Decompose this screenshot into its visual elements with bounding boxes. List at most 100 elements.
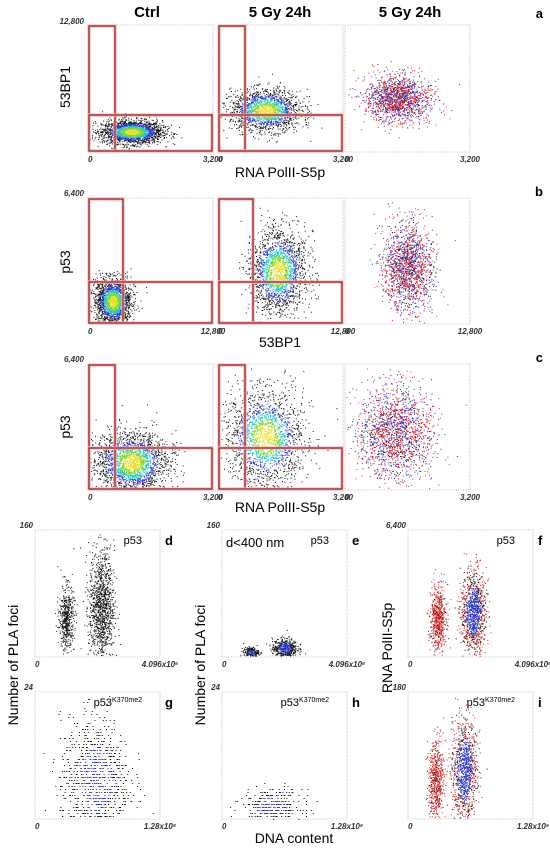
- panel-a-2-point: [287, 112, 288, 113]
- panel-a-2-point: [255, 117, 256, 118]
- panel-a-2-point: [287, 100, 288, 101]
- panel-a-1-point: [152, 132, 153, 133]
- panel-a-1: 0 3,200: [88, 25, 224, 164]
- panel-a-2-point: [242, 132, 243, 133]
- panel-a-2-point: [261, 118, 262, 119]
- panel-a-1-point: [140, 144, 141, 145]
- panel-a-2-point: [297, 104, 298, 105]
- panel-a-1-point: [181, 137, 182, 138]
- panel-a-2-point: [278, 112, 279, 113]
- panel-a-3-point: [373, 105, 374, 106]
- panel-a-2-point: [272, 111, 273, 112]
- panel-a-1-point: [132, 123, 133, 124]
- panel-a-2-point: [307, 108, 308, 109]
- panel-a-1-point: [123, 144, 124, 145]
- panel-a-1-point: [125, 131, 126, 132]
- panel-a-3-point: [400, 87, 401, 88]
- panel-a-2-point: [309, 96, 310, 97]
- panel-a-3-point: [394, 83, 395, 84]
- panel-a-3-point: [410, 92, 411, 93]
- panel-a-1-point: [130, 145, 131, 146]
- panel-a-3-point: [414, 98, 415, 99]
- panel-a-2-point: [264, 107, 265, 108]
- panel-a-3-point: [390, 88, 391, 89]
- panel-a-3-point: [404, 86, 405, 87]
- panel-a-1-point: [152, 139, 153, 140]
- panel-a-2-point: [231, 128, 232, 129]
- panel-a-2-point: [233, 111, 234, 112]
- panel-a-2-point: [280, 102, 281, 103]
- panel-a-2-point: [262, 89, 263, 90]
- panel-a-2-point: [268, 120, 269, 121]
- panel-a-2-point: [289, 117, 290, 118]
- panel-a-2-point: [259, 107, 260, 108]
- panel-a-3-point: [379, 85, 380, 86]
- panel-a-3-point: [396, 77, 397, 78]
- panel-a-1-point: [130, 142, 131, 143]
- panel-a-2-point: [247, 123, 248, 124]
- panel-a-3-point: [374, 111, 375, 112]
- panel-a-3-point: [412, 92, 413, 93]
- panel-a-2-point: [307, 125, 308, 126]
- panel-a-2-point: [270, 94, 271, 95]
- panel-a-3-point: [377, 108, 378, 109]
- panel-a-3-point: [383, 89, 384, 90]
- panel-a-2-point: [295, 123, 296, 124]
- panel-a-1-point: [148, 140, 149, 141]
- panel-a-1-point: [135, 126, 136, 127]
- panel-a-3-point: [405, 114, 406, 115]
- panel-a-1-point: [92, 138, 93, 139]
- panel-a-3-point: [427, 101, 428, 102]
- panel-a-1-point: [119, 130, 120, 131]
- panel-a-2-point: [262, 105, 263, 106]
- panel-a-1-point: [136, 121, 137, 122]
- panel-a-1-point: [133, 145, 134, 146]
- panel-a-1-point: [135, 127, 136, 128]
- panel-a-1-point: [118, 138, 119, 139]
- panel-a-3-point: [392, 114, 393, 115]
- panel-a-2-point: [271, 112, 272, 113]
- panel-a-3-point: [407, 81, 408, 82]
- panel-a-2-point: [258, 94, 259, 95]
- panel-a-2-point: [253, 119, 254, 120]
- panel-a-2-point: [256, 120, 257, 121]
- panel-a-1-point: [137, 134, 138, 135]
- panel-a-2-point: [226, 109, 227, 110]
- panel-a-3-point: [398, 115, 399, 116]
- panel-a-1-point: [140, 140, 141, 141]
- panel-a-1-point: [120, 126, 121, 127]
- panel-a-3-point: [415, 101, 416, 102]
- panel-a-2-point: [311, 105, 312, 106]
- panel-a-1-point: [102, 142, 103, 143]
- panel-a-2-point: [235, 107, 236, 108]
- panel-a-3-point: [370, 105, 371, 106]
- panel-a-3-point: [377, 97, 378, 98]
- panel-a-1-point: [128, 126, 129, 127]
- panel-a-3-point: [431, 99, 432, 100]
- panel-a-3-point: [389, 83, 390, 84]
- panel-a-2-point: [257, 124, 258, 125]
- panel-a-1-point: [109, 136, 110, 137]
- panel-a-3-point: [409, 111, 410, 112]
- panel-a-1-point: [144, 131, 145, 132]
- panel-a-2-point: [231, 100, 232, 101]
- panel-a-2-point: [256, 93, 257, 94]
- panel-a-2-point: [265, 97, 266, 98]
- panel-a-1-point: [130, 124, 131, 125]
- panel-a-1-point: [157, 144, 158, 145]
- panel-a-1-point: [147, 134, 148, 135]
- panel-a-2-point: [268, 106, 269, 107]
- panel-a-2-gate-vertical-glow: [219, 26, 245, 151]
- panel-a-1-point: [123, 136, 124, 137]
- panel-a-3-point: [397, 93, 398, 94]
- panel-a-1-point: [166, 137, 167, 138]
- panel-a-2-point: [279, 90, 280, 91]
- panel-a-3-point: [391, 97, 392, 98]
- panel-a-1-point: [117, 131, 118, 132]
- panel-a-2-point: [256, 112, 257, 113]
- panel-a-2-point: [274, 101, 275, 102]
- panel-a-1-point: [141, 128, 142, 129]
- panel-a-2-point: [241, 123, 242, 124]
- panel-a-2-point: [276, 104, 277, 105]
- panel-a-3-point: [400, 121, 401, 122]
